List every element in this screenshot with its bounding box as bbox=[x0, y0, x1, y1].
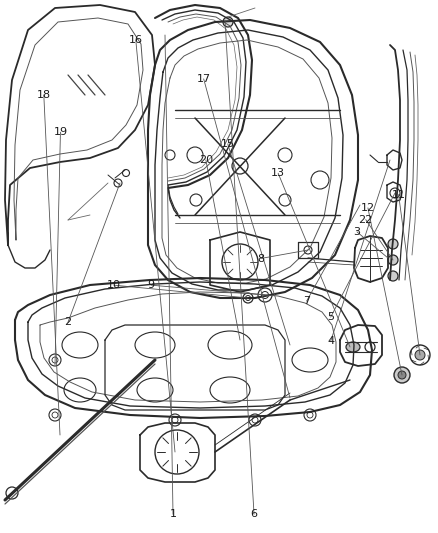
Text: 20: 20 bbox=[199, 155, 213, 165]
Ellipse shape bbox=[346, 342, 360, 352]
Text: 5: 5 bbox=[327, 312, 334, 322]
Circle shape bbox=[388, 239, 398, 249]
Text: 16: 16 bbox=[129, 35, 143, 45]
Text: 9: 9 bbox=[148, 280, 155, 290]
Text: 10: 10 bbox=[107, 280, 121, 290]
Circle shape bbox=[388, 271, 398, 281]
Circle shape bbox=[223, 17, 233, 27]
Text: 6: 6 bbox=[251, 510, 258, 519]
Text: 12: 12 bbox=[361, 203, 375, 213]
Text: 7: 7 bbox=[303, 296, 310, 306]
Circle shape bbox=[394, 367, 410, 383]
Text: 1: 1 bbox=[170, 510, 177, 519]
Text: 11: 11 bbox=[392, 190, 406, 199]
Circle shape bbox=[388, 255, 398, 265]
Text: 8: 8 bbox=[257, 254, 264, 263]
Text: 3: 3 bbox=[353, 227, 360, 237]
Text: 18: 18 bbox=[37, 90, 51, 100]
Circle shape bbox=[398, 371, 406, 379]
Text: 22: 22 bbox=[359, 215, 373, 224]
Text: 17: 17 bbox=[197, 74, 211, 84]
Circle shape bbox=[415, 350, 425, 360]
Text: 4: 4 bbox=[327, 336, 334, 346]
Text: 19: 19 bbox=[53, 127, 67, 137]
Text: 2: 2 bbox=[64, 318, 71, 327]
Text: 13: 13 bbox=[271, 168, 285, 178]
Text: 15: 15 bbox=[221, 139, 235, 149]
